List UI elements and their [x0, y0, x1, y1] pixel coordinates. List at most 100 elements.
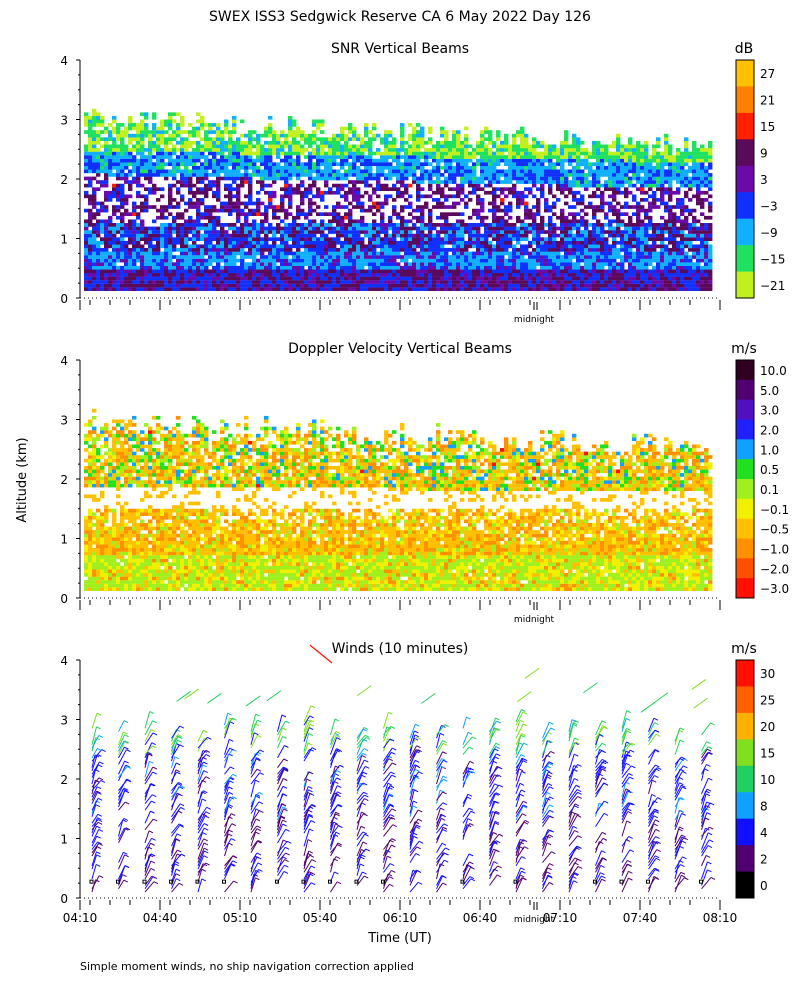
snr-cell [412, 240, 417, 245]
snr-cell [164, 265, 169, 270]
snr-cell [360, 287, 365, 291]
snr-cell [404, 262, 409, 266]
snr-cell [204, 158, 209, 163]
snr-cell [148, 280, 153, 284]
snr-cell [248, 212, 253, 217]
snr-cell [348, 237, 353, 241]
snr-cell [616, 251, 621, 256]
snr-cell [336, 258, 341, 263]
snr-cell [160, 244, 165, 249]
snr-cell [188, 130, 193, 134]
snr-cell [584, 283, 589, 288]
snr-cell [252, 258, 257, 263]
snr-cell [340, 226, 345, 231]
snr-cell [580, 276, 585, 281]
snr-cell [288, 155, 293, 159]
snr-cell [212, 287, 217, 291]
snr-cell [160, 237, 165, 241]
snr-cell [176, 273, 181, 277]
snr-cell [96, 208, 101, 213]
snr-cell [108, 155, 113, 159]
snr-cell [296, 265, 301, 270]
snr-cell [452, 205, 457, 209]
snr-cell [296, 151, 301, 156]
snr-cell [236, 240, 241, 245]
snr-cell [452, 237, 457, 241]
snr-cell [364, 173, 369, 177]
snr-cell [412, 133, 417, 138]
snr-cell [620, 276, 625, 281]
snr-cell [572, 205, 577, 209]
snr-cell [624, 180, 629, 184]
snr-cell [500, 223, 505, 227]
snr-cell [428, 240, 433, 245]
snr-cell [480, 187, 485, 192]
snr-cell [284, 162, 289, 167]
snr-cell [236, 137, 241, 142]
snr-cell [520, 223, 525, 227]
snr-cell [380, 280, 385, 284]
snr-cell [112, 258, 117, 263]
snr-cell [92, 194, 97, 199]
snr-cell [444, 212, 449, 217]
snr-cell [312, 123, 317, 127]
snr-cell [584, 230, 589, 234]
snr-cell [352, 133, 357, 138]
snr-cell [332, 273, 337, 277]
snr-cell [468, 287, 473, 291]
snr-cell [568, 183, 573, 188]
snr-cell [124, 162, 129, 167]
snr-cell [116, 269, 121, 274]
snr-cell [536, 230, 541, 234]
snr-cell [180, 176, 185, 181]
snr-cell [124, 212, 129, 217]
snr-cell [172, 269, 177, 274]
snr-cell [584, 148, 589, 152]
snr-cell [380, 155, 385, 159]
snr-cell [88, 265, 93, 270]
snr-cell [92, 223, 97, 227]
snr-cell [344, 190, 349, 195]
snr-cell [368, 248, 373, 252]
snr-cell [400, 130, 405, 134]
snr-cell [248, 165, 253, 170]
snr-cell [572, 255, 577, 259]
snr-cell [160, 287, 165, 291]
snr-cell [128, 180, 133, 184]
snr-cell [584, 212, 589, 217]
snr-cell [240, 208, 245, 213]
snr-cell [216, 215, 221, 220]
snr-cell [564, 148, 569, 152]
snr-cell [132, 269, 137, 274]
snr-cell [624, 148, 629, 152]
snr-cell [364, 165, 369, 170]
snr-cell [368, 251, 373, 256]
snr-cell [352, 219, 357, 224]
snr-cell [416, 244, 421, 249]
snr-cell [504, 269, 509, 274]
snr-cell [624, 237, 629, 241]
snr-cell [184, 248, 189, 252]
snr-cell [584, 162, 589, 167]
snr-cell [540, 151, 545, 156]
snr-cell [604, 248, 609, 252]
snr-cell [84, 273, 89, 277]
snr-cell [184, 287, 189, 291]
snr-cell [308, 176, 313, 181]
snr-cell [472, 287, 477, 291]
snr-cell [260, 173, 265, 177]
snr-cell [528, 223, 533, 227]
snr-cell [140, 283, 145, 288]
snr-cell [440, 205, 445, 209]
snr-cell [384, 226, 389, 231]
snr-cell [100, 219, 105, 224]
snr-cell [156, 251, 161, 256]
snr-cell [440, 133, 445, 138]
snr-cell [364, 148, 369, 152]
snr-cell [188, 273, 193, 277]
snr-cell [188, 169, 193, 174]
snr-cell [576, 169, 581, 174]
snr-cell [240, 251, 245, 256]
snr-cell [164, 287, 169, 291]
snr-cell [508, 223, 513, 227]
